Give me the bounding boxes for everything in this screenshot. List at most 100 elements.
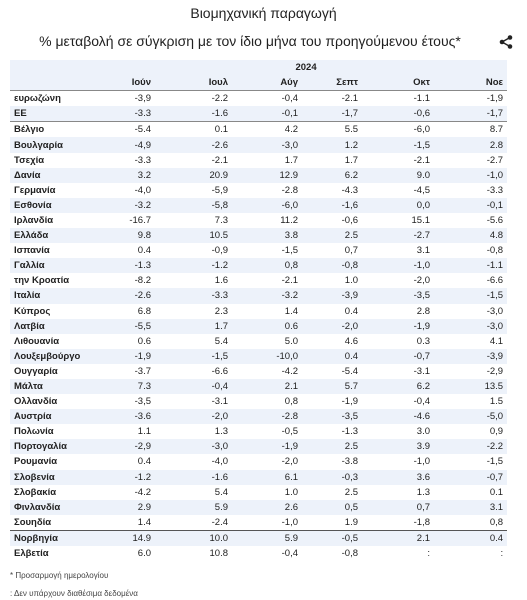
table-row: Μάλτα 7.3 -0,4 2.1 5.7 6.2 13.5 xyxy=(10,378,508,395)
cell-value: 0.4 xyxy=(344,305,358,317)
cell-value: -1.2 xyxy=(134,471,151,483)
cell-value: 0,9 xyxy=(489,426,504,438)
cell-value: 5.9 xyxy=(214,501,228,513)
cell-value: -6.6 xyxy=(486,275,504,287)
cell-value: -1,9 xyxy=(134,350,151,362)
cell-value: 3.1 xyxy=(416,245,430,257)
share-button[interactable] xyxy=(499,35,513,49)
cell-value: -3,9 xyxy=(341,290,358,302)
cell-value: -0,4 xyxy=(281,548,298,560)
cell-value: 3.8 xyxy=(284,230,298,242)
cell-value: -8.2 xyxy=(134,275,151,287)
cell-value: 0.4 xyxy=(137,456,151,468)
row-label: Ιταλία xyxy=(14,290,41,302)
row-label: Μάλτα xyxy=(14,381,43,393)
cell-value: -2.1 xyxy=(281,275,298,287)
row-label: Δανία xyxy=(14,169,41,181)
cell-value: 2.8 xyxy=(489,139,504,151)
cell-value: -1,7 xyxy=(434,106,508,123)
cell-value: 3.9 xyxy=(416,441,430,453)
cell-value: -4,0 xyxy=(211,456,228,468)
row-label: Πορτογαλία xyxy=(14,441,67,453)
year-header: 2024 xyxy=(295,62,317,74)
cell-value: -1,9 xyxy=(413,320,430,332)
table-row: Φινλανδία 2.9 5.9 2.6 0,5 0,7 3.1 xyxy=(10,499,508,515)
cell-value: -3,9 xyxy=(134,93,151,105)
cell-value: -4.3 xyxy=(341,184,358,196)
cell-value: -2.1 xyxy=(211,154,228,166)
cell-value: 6.0 xyxy=(137,548,151,560)
cell-value: -2,0 xyxy=(211,411,228,423)
row-label: Σλοβακία xyxy=(14,486,57,498)
column-header: Αύγ xyxy=(232,75,302,92)
cell-value: 5.5 xyxy=(344,124,358,136)
table-row: Δανία 3.2 20.9 12.9 6.2 9.0 -1,0 xyxy=(10,167,508,183)
cell-value: 0.6 xyxy=(137,335,151,347)
cell-value: -2.4 xyxy=(155,514,232,531)
cell-value: 1.4 xyxy=(105,514,155,531)
cell-value: -1,7 xyxy=(302,106,362,123)
cell-value: -3.6 xyxy=(134,411,151,423)
cell-value: -2.2 xyxy=(211,93,228,105)
cell-value: 14.9 xyxy=(132,532,152,544)
cell-value: -2.8 xyxy=(281,184,298,196)
cell-value: 1.9 xyxy=(302,514,362,531)
data-table: 2024 Ιούν Ιουλ Αύγ Σεπτ Οκτ Νοε ευρωζώνη -3,9-… xyxy=(10,60,508,561)
cell-value: -0,5 xyxy=(281,426,298,438)
cell-value: 6.2 xyxy=(416,381,430,393)
cell-value: 2.5 xyxy=(344,441,358,453)
cell-value: 10.0 xyxy=(209,532,229,544)
cell-value: 9.8 xyxy=(137,230,151,242)
table-row: Βουλγαρία -4,9 -2.6 -3,0 1.2 -1,5 2.8 xyxy=(10,137,508,153)
cell-value: -2.7 xyxy=(486,154,504,166)
cell-value: 0,8 xyxy=(284,396,298,408)
cell-value: 0.3 xyxy=(416,335,430,347)
cell-value: -3,5 xyxy=(134,396,151,408)
row-label: Λιθουανία xyxy=(14,335,60,347)
row-label: Κύπρος xyxy=(14,305,51,317)
cell-value: -5,0 xyxy=(486,411,504,423)
table-row: Ελβετία 6.0 10.8 -0,4 -0,8:: xyxy=(10,546,507,561)
cell-value: 4.2 xyxy=(284,124,298,136)
cell-value: -3.8 xyxy=(341,456,358,468)
cell-value: 15.1 xyxy=(411,214,431,226)
cell-value: 0.4 xyxy=(137,245,151,257)
cell-value: -3.3 xyxy=(211,290,228,302)
cell-value: -6.6 xyxy=(211,365,228,377)
row-label: Ρουμανία xyxy=(14,456,58,468)
table-row: Εσθονία -3.2 -5,8 -6,0 -1,6 0,0 -0,1 xyxy=(10,197,508,213)
cell-value: -2.6 xyxy=(134,290,151,302)
cell-value: -1,5 xyxy=(281,245,298,257)
cell-value: -5.4 xyxy=(341,365,358,377)
column-header: Νοε xyxy=(434,75,508,92)
cell-value: 0,7 xyxy=(416,501,430,513)
cell-value: 2.3 xyxy=(214,305,228,317)
cell-value: 0,8 xyxy=(434,514,508,531)
cell-value: 6.8 xyxy=(137,305,151,317)
cell-value: -0,4 xyxy=(413,396,430,408)
cell-value: 2.9 xyxy=(137,501,151,513)
row-label: ΕΕ xyxy=(10,106,105,123)
cell-value: -3.1 xyxy=(413,365,430,377)
cell-value: -1,5 xyxy=(413,139,430,151)
cell-value: -5,9 xyxy=(211,184,228,196)
cell-value: -1.1 xyxy=(486,260,504,272)
blank xyxy=(10,60,105,75)
cell-value: 2.1 xyxy=(284,381,298,393)
cell-value: 11.2 xyxy=(280,214,298,226)
table-row: Κύπρος 6.8 2.3 1.4 0.4 2.8 -3,0 xyxy=(10,304,507,319)
cell-value: -4,9 xyxy=(134,139,151,151)
table-row: Ελλάδα 9.8 10.5 3.8 2.5 -2.7 4.8 xyxy=(10,228,508,244)
row-label: Ολλανδία xyxy=(14,396,58,408)
cell-value: -1,9 xyxy=(486,93,504,105)
cell-value: 5.4 xyxy=(214,486,228,498)
cell-value: 0,7 xyxy=(344,245,358,257)
cell-value: 5.0 xyxy=(284,335,298,347)
table-row: Γαλλία -1.3 -1.2 0,8 -0,8 -1,0 -1.1 xyxy=(10,258,508,274)
cell-value: 20.9 xyxy=(209,169,229,181)
cell-value: -1.3 xyxy=(134,260,151,272)
cell-value: -1,5 xyxy=(211,350,228,362)
cell-value: -3,5 xyxy=(341,411,358,423)
title: Βιομηχανική παραγωγή xyxy=(190,5,337,21)
cell-value: 0,0 xyxy=(416,199,430,211)
